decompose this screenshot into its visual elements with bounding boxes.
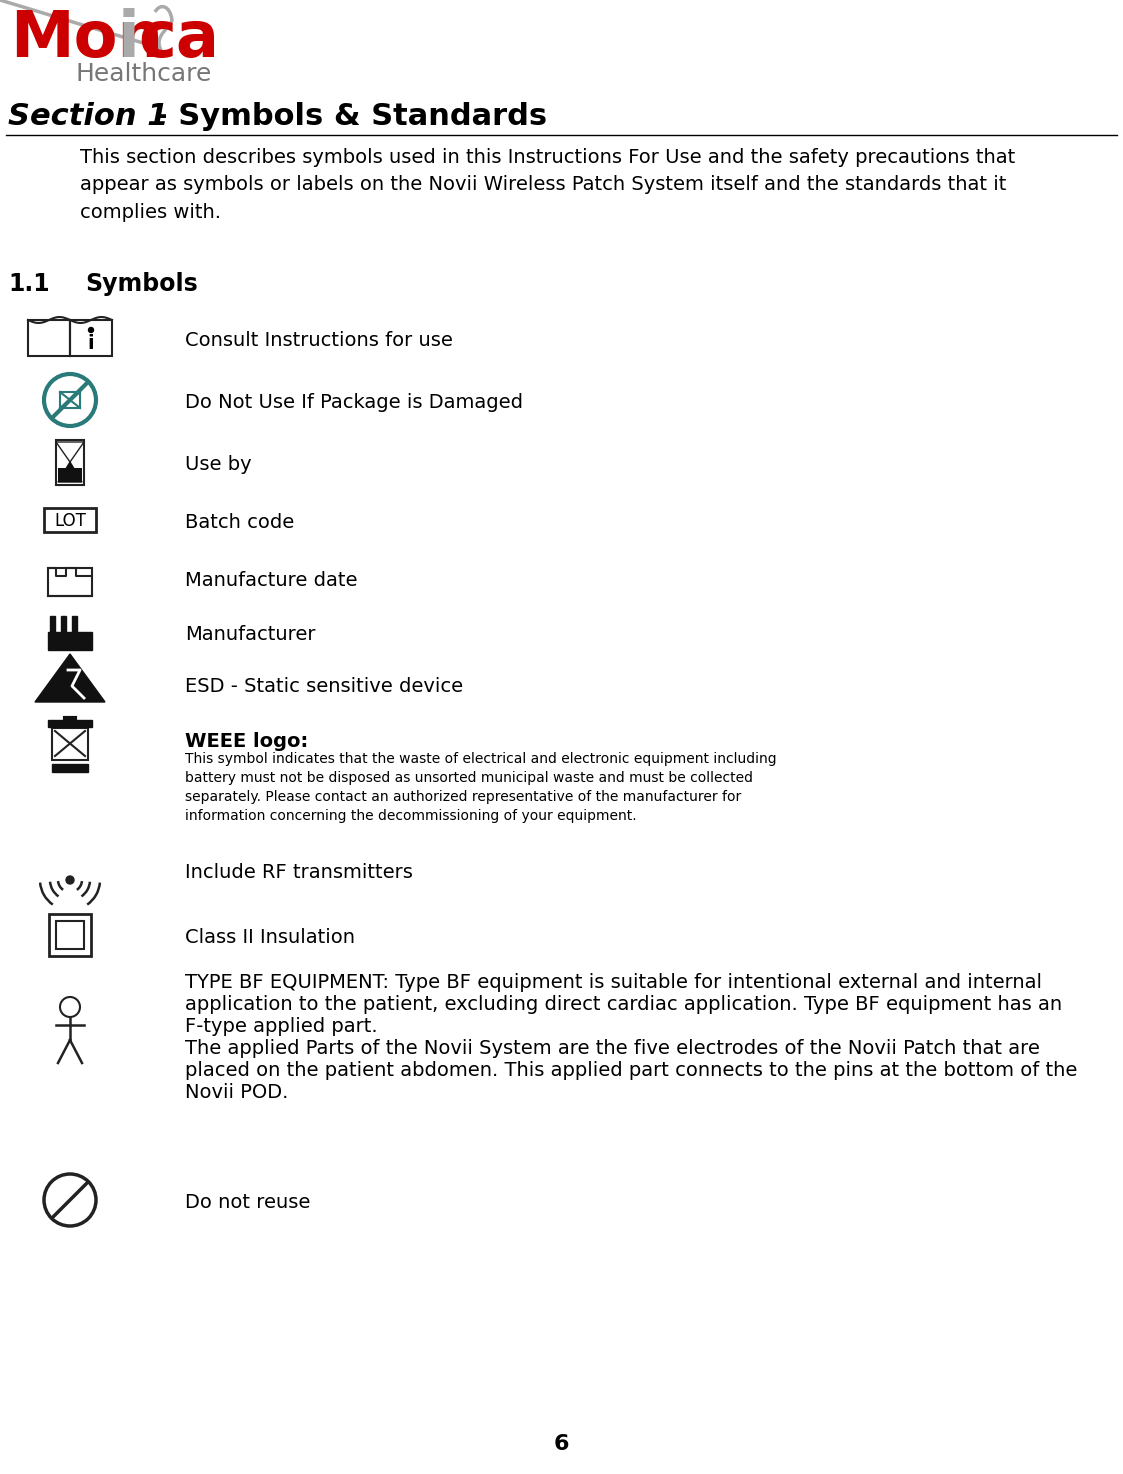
Text: Manufacturer: Manufacturer: [185, 625, 316, 644]
FancyBboxPatch shape: [44, 509, 95, 532]
Circle shape: [89, 327, 93, 333]
Text: Include RF transmitters: Include RF transmitters: [185, 862, 413, 881]
Text: i: i: [118, 7, 140, 69]
Polygon shape: [56, 442, 84, 461]
FancyBboxPatch shape: [28, 320, 70, 357]
Text: ESD - Static sensitive device: ESD - Static sensitive device: [185, 677, 463, 696]
FancyBboxPatch shape: [48, 567, 92, 595]
Text: Healthcare: Healthcare: [75, 62, 211, 85]
FancyBboxPatch shape: [72, 616, 77, 634]
FancyBboxPatch shape: [60, 392, 80, 408]
Text: Do Not Use If Package is Damaged: Do Not Use If Package is Damaged: [185, 392, 523, 411]
Polygon shape: [58, 461, 82, 482]
Text: - Symbols & Standards: - Symbols & Standards: [155, 102, 547, 131]
Text: 6: 6: [554, 1434, 568, 1453]
Text: Do not reuse: Do not reuse: [185, 1192, 310, 1212]
Text: i: i: [88, 333, 94, 352]
FancyBboxPatch shape: [56, 441, 84, 485]
FancyBboxPatch shape: [51, 616, 55, 634]
Circle shape: [60, 996, 80, 1017]
FancyBboxPatch shape: [48, 632, 92, 650]
Text: TYPE BF EQUIPMENT: Type BF equipment is suitable for intentional external and in: TYPE BF EQUIPMENT: Type BF equipment is …: [185, 973, 1077, 1101]
FancyBboxPatch shape: [70, 320, 112, 357]
Circle shape: [44, 1173, 95, 1226]
FancyBboxPatch shape: [61, 616, 66, 634]
Polygon shape: [35, 654, 104, 702]
Text: Batch code: Batch code: [185, 513, 294, 532]
FancyBboxPatch shape: [52, 728, 88, 761]
Text: Use by: Use by: [185, 454, 252, 473]
Text: Consult Instructions for use: Consult Instructions for use: [185, 330, 453, 349]
Circle shape: [44, 374, 95, 426]
Text: ca: ca: [138, 7, 219, 69]
Text: Section 1: Section 1: [8, 102, 168, 131]
Text: Mon: Mon: [10, 7, 163, 69]
FancyBboxPatch shape: [49, 914, 91, 957]
FancyBboxPatch shape: [56, 921, 84, 949]
Text: Manufacture date: Manufacture date: [185, 570, 357, 590]
Text: 1.1: 1.1: [8, 273, 49, 296]
Text: WEEE logo:: WEEE logo:: [185, 733, 308, 750]
Circle shape: [66, 876, 74, 884]
FancyBboxPatch shape: [48, 719, 92, 727]
Text: Class II Insulation: Class II Insulation: [185, 927, 355, 946]
Text: This section describes symbols used in this Instructions For Use and the safety : This section describes symbols used in t…: [80, 147, 1015, 221]
Text: LOT: LOT: [54, 511, 86, 531]
Text: Symbols: Symbols: [85, 273, 198, 296]
FancyBboxPatch shape: [58, 469, 82, 482]
FancyBboxPatch shape: [52, 764, 88, 772]
Text: This symbol indicates that the waste of electrical and electronic equipment incl: This symbol indicates that the waste of …: [185, 752, 777, 822]
